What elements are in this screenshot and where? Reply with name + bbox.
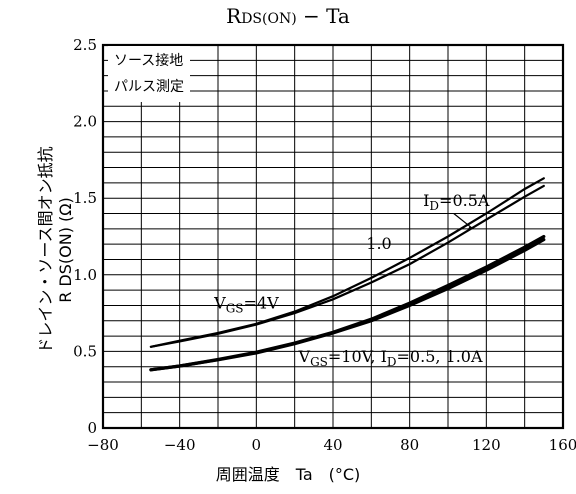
series-line-2	[149, 184, 545, 348]
annotation-2: 1.0	[366, 234, 391, 253]
x-tick-label: 0	[252, 436, 262, 454]
note-line-1: ソース接地	[114, 53, 184, 69]
y-tick-label: 2.5	[73, 36, 97, 54]
y-axis-label-line-1: ドレイン・ソース間オン抵抗	[36, 146, 55, 354]
plot-frame	[101, 43, 565, 430]
x-tick-label: 120	[472, 436, 501, 454]
y-tick-label: 2.0	[73, 113, 97, 131]
y-tick-label: 0.5	[73, 342, 97, 360]
annotation-1: ID=0.5A	[423, 191, 490, 213]
x-tick-label: 80	[400, 436, 419, 454]
y-axis-label-line-2: R DS(ON) (Ω)	[56, 197, 75, 303]
grid	[103, 45, 563, 428]
plot-border	[101, 43, 565, 430]
chart-title: RDS(ON) − Ta	[0, 4, 576, 28]
x-tick-label: −40	[164, 436, 196, 454]
series-line-4	[149, 234, 546, 372]
annotation-arrow-head	[466, 225, 473, 231]
test-condition-note: ソース接地 パルス測定	[108, 46, 190, 102]
chart-title-main: R	[226, 4, 242, 28]
y-tick-label: 1.5	[73, 189, 97, 207]
annotation-3: VGS=4V	[213, 294, 279, 316]
chart-title-tail: − Ta	[296, 4, 350, 28]
series-lines	[149, 177, 546, 372]
annotations: ID=0.5A 1.0 VGS=4V VGS=10V, ID=0.5, 1.0A	[213, 191, 490, 369]
annotation-4: VGS=10V, ID=0.5, 1.0A	[298, 347, 483, 369]
x-axis-label: 周囲温度 Ta (°C)	[215, 465, 361, 484]
note-line-2: パルス測定	[114, 79, 184, 95]
x-tick-label: 160	[549, 436, 576, 454]
chart-title-sub: DS(ON)	[241, 11, 297, 27]
x-tick-label: 40	[323, 436, 342, 454]
y-axis-label: ドレイン・ソース間オン抵抗 R DS(ON) (Ω)	[36, 146, 76, 353]
x-tick-label: −80	[87, 436, 119, 454]
y-tick-label: 0	[87, 419, 97, 437]
axis-ticks: −80 −40 0 40 80 120 160 0 0.5 1.0 1.5 2.0 2.5	[73, 36, 576, 454]
y-tick-label: 1.0	[73, 266, 97, 284]
